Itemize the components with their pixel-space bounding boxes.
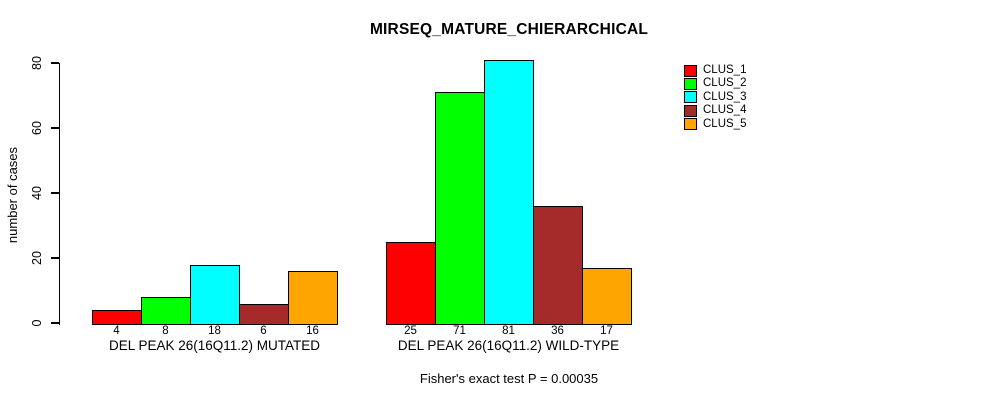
bar-clus_3-group2 <box>484 59 534 325</box>
y-tick <box>50 127 59 129</box>
y-tick-label: 40 <box>30 186 44 200</box>
bar-clus_5-group2 <box>582 267 632 325</box>
legend-swatch-icon <box>684 64 697 77</box>
bar-value-label: 16 <box>306 325 319 337</box>
y-tick-label: 20 <box>30 251 44 265</box>
bar-value-label: 6 <box>260 325 267 337</box>
y-tick <box>50 192 59 194</box>
bar-clus_3-group1 <box>190 264 240 325</box>
category-label: DEL PEAK 26(16Q11.2) WILD-TYPE <box>397 338 620 353</box>
bar-clus_4-group1 <box>239 303 289 325</box>
bar-value-label: 4 <box>113 325 120 337</box>
y-tick <box>50 257 59 259</box>
legend-item-clus_3: CLUS_3 <box>684 91 746 104</box>
legend-label: CLUS_4 <box>703 104 747 117</box>
legend-swatch-icon <box>684 104 697 117</box>
legend-item-clus_4: CLUS_4 <box>684 104 746 117</box>
bar-clus_1-group1 <box>92 310 142 325</box>
bar-clus_2-group2 <box>435 92 485 325</box>
legend-label: CLUS_3 <box>703 90 747 103</box>
legend-label: CLUS_1 <box>703 64 747 76</box>
y-tick <box>50 322 59 324</box>
y-tick-label: 80 <box>30 56 44 70</box>
legend-item-clus_5: CLUS_5 <box>684 118 746 131</box>
bar-value-label: 71 <box>453 325 466 337</box>
y-tick <box>50 62 59 64</box>
category-label: DEL PEAK 26(16Q11.2) MUTATED <box>108 338 321 353</box>
bar-value-label: 36 <box>551 325 564 337</box>
legend-swatch-icon <box>684 78 697 91</box>
legend: CLUS_1 CLUS_2 CLUS_3 CLUS_4 CLUS_5 <box>684 64 746 131</box>
y-tick-label: 60 <box>30 121 44 135</box>
legend-label: CLUS_2 <box>703 77 747 90</box>
chart-title: MIRSEQ_MATURE_CHIERARCHICAL <box>369 21 649 38</box>
bar-clus_2-group1 <box>141 297 191 325</box>
p-value-annotation: Fisher's exact test P = 0.00035 <box>419 371 599 386</box>
y-axis-line <box>58 63 60 325</box>
legend-item-clus_1: CLUS_1 <box>684 64 746 77</box>
bar-value-label: 25 <box>404 325 417 337</box>
bar-clus_5-group1 <box>288 271 338 325</box>
bar-value-label: 17 <box>600 325 613 337</box>
y-axis-title: number of cases <box>5 146 20 244</box>
bar-value-label: 8 <box>162 325 169 337</box>
bar-clus_1-group2 <box>386 241 436 325</box>
legend-label: CLUS_5 <box>703 117 747 130</box>
bar-clus_4-group2 <box>533 206 583 325</box>
bar-value-label: 81 <box>502 325 515 337</box>
bar-value-label: 18 <box>208 325 221 337</box>
legend-swatch-icon <box>684 91 697 104</box>
y-tick-label: 0 <box>30 319 44 327</box>
legend-swatch-icon <box>684 118 697 131</box>
legend-item-clus_2: CLUS_2 <box>684 77 747 91</box>
